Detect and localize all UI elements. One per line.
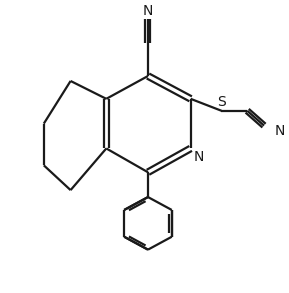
Text: N: N xyxy=(143,4,153,18)
Text: N: N xyxy=(194,150,204,164)
Text: S: S xyxy=(217,95,226,109)
Text: N: N xyxy=(275,124,285,137)
